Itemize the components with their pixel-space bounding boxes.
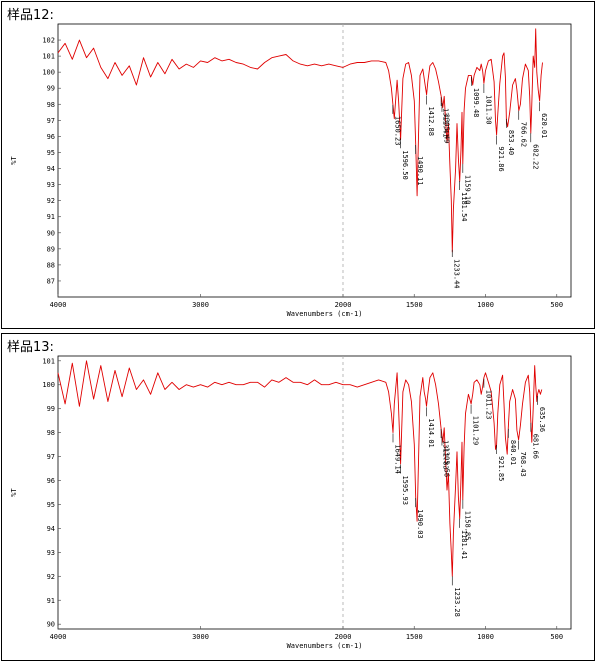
x-axis-title: Wavenumbers (cm-1) [287,310,363,318]
peak-label: 681.66 [531,434,539,459]
y-tick-label: 100 [42,69,55,77]
y-tick-label: 91 [47,213,55,221]
y-tick-label: 97 [47,117,55,125]
y-tick-label: 95 [47,501,55,509]
y-tick-label: 93 [47,181,55,189]
peak-label: 1414.01 [427,418,435,448]
peak-label: 1595.93 [401,475,409,505]
y-axis-title: %T [10,488,18,497]
peak-label: 921.85 [497,456,505,481]
peak-label: 1596.50 [401,150,409,180]
peak-label: 1305.49 [442,114,450,144]
x-tick-label: 3000 [192,301,209,309]
y-tick-label: 101 [42,357,55,365]
y-tick-label: 87 [47,277,55,285]
y-tick-label: 99 [47,405,55,413]
y-tick-label: 96 [47,133,55,141]
spectrum-trace [57,28,543,253]
sample-label: 样品12: [7,8,54,23]
y-tick-label: 99 [47,85,55,93]
y-tick-label: 90 [47,229,55,237]
y-tick-label: 95 [47,149,55,157]
peak-label: 1233.28 [453,587,461,617]
x-axis-title: Wavenumbers (cm-1) [287,642,363,650]
y-tick-label: 89 [47,245,55,253]
plot-frame [57,23,572,298]
peak-label: 1311.83 [442,440,450,470]
ir-spectrum-chart: 87 88 89 90 91 92 93 94 95 96 97 98 99 100 101 102 4000 3… [10,23,572,318]
peak-label: 1412.88 [427,106,435,136]
peak-label: 635.36 [538,407,546,432]
y-tick-label: 97 [47,453,55,461]
spectrum-panel-13: 样品13: 90 91 92 93 94 95 96 97 98 99 100 101 4000 3000… [1,333,595,661]
y-axis-title: %T [10,156,18,165]
x-tick-label: 2000 [335,633,352,641]
ir-spectrum-chart: 90 91 92 93 94 95 96 97 98 99 100 101 4000 3000 2000 15… [10,355,572,650]
y-tick-label: 91 [47,597,55,605]
plot-frame [57,355,572,630]
x-tick-label: 500 [550,633,563,641]
y-tick-label: 98 [47,429,55,437]
peak-label: 682.22 [531,144,539,169]
peak-label: 768.43 [519,451,527,476]
peak-label: 1181.41 [460,530,468,560]
peak-label: 840.01 [509,440,517,465]
x-tick-label: 500 [550,301,563,309]
peak-label: 1490.03 [416,509,424,539]
y-tick-label: 102 [42,37,55,45]
y-tick-label: 92 [47,197,55,205]
peak-label: 853.40 [507,130,515,155]
y-tick-label: 96 [47,477,55,485]
peak-label: 1650.23 [393,116,401,146]
peak-label: 921.86 [497,146,505,171]
peak-label: 1305.56 [442,448,450,478]
peak-label: 1649.14 [393,444,401,474]
peak-label: 1181.54 [460,192,468,222]
x-tick-label: 1000 [477,301,494,309]
x-tick-label: 3000 [192,633,209,641]
y-tick-label: 90 [47,621,55,629]
peak-label: 1101.29 [472,416,480,446]
peak-label: 1233.44 [453,259,461,289]
sample-label: 样品13: [7,340,54,355]
peak-label: 1099.48 [472,88,480,118]
x-tick-label: 1000 [477,633,494,641]
x-tick-label: 4000 [50,301,67,309]
y-tick-label: 92 [47,573,55,581]
y-tick-label: 100 [42,381,55,389]
peak-label: 620.01 [540,113,548,138]
peak-label: 1011.23 [484,390,492,420]
y-tick-label: 101 [42,53,55,61]
x-tick-label: 4000 [50,633,67,641]
y-tick-label: 98 [47,101,55,109]
peak-label: 1490.11 [416,156,424,186]
y-tick-label: 88 [47,261,55,269]
y-tick-label: 93 [47,549,55,557]
x-tick-label: 1500 [406,633,423,641]
peak-label: 1158.85 [463,511,471,541]
x-tick-label: 2000 [335,301,352,309]
y-tick-label: 94 [47,525,55,533]
spectrum-trace [57,360,543,577]
spectrum-panel-12: 样品12: 87 88 89 90 91 92 93 94 95 96 97 98 99 100 101 10… [1,1,595,329]
y-tick-label: 94 [47,165,55,173]
peak-label: 766.62 [519,122,527,147]
peak-label: 1311.41 [442,108,450,138]
peak-label: 1011.30 [484,95,492,125]
x-tick-label: 1500 [406,301,423,309]
peak-label: 1159.10 [463,175,471,205]
